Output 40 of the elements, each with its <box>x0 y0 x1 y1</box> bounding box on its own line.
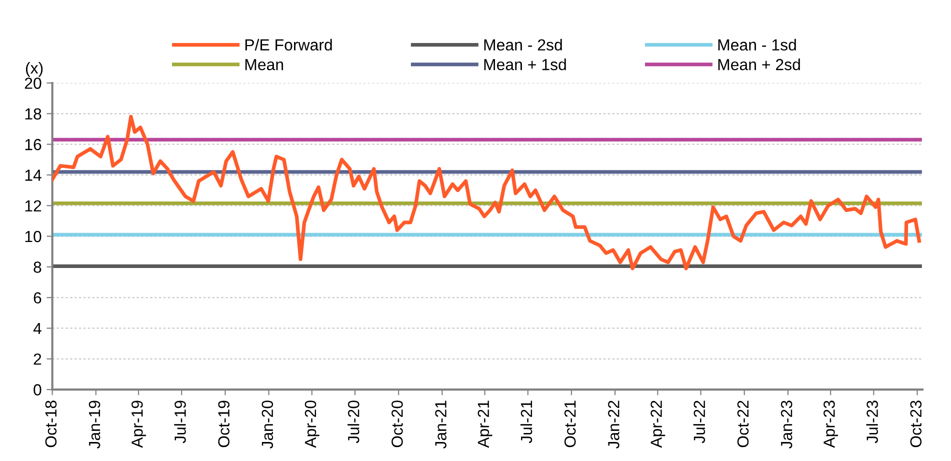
y-tick-label: 2 <box>34 354 42 365</box>
x-tick-label: Jan-19 <box>88 400 100 449</box>
x-tick-label: Oct-19 <box>218 400 230 448</box>
x-tick-label: Jul-22 <box>693 400 706 444</box>
x-tick-label: Oct-22 <box>737 400 749 448</box>
y-tick-label: 10 <box>25 230 42 242</box>
line-series <box>52 114 921 270</box>
y-tick-label: 18 <box>25 108 42 120</box>
x-tick-label: Apr-21 <box>478 400 492 448</box>
y-axis-title: (x) <box>26 62 43 77</box>
legend-label: Mean <box>245 59 284 70</box>
y-tick-label: 16 <box>25 138 42 150</box>
x-tick-label: Jan-22 <box>608 400 620 449</box>
legend-label: Mean - 2sd <box>484 38 562 51</box>
legend-label: Mean + 1sd <box>484 58 566 70</box>
x-tick-label: Apr-20 <box>304 400 320 448</box>
y-tick-label: 8 <box>34 262 42 273</box>
y-tick-label: 6 <box>34 292 42 304</box>
y-tick-label: 4 <box>33 323 42 334</box>
x-tick-label: Jul-20 <box>348 400 360 444</box>
x-tick-label: Jul-19 <box>174 400 186 444</box>
x-tick-label: Jan-23 <box>780 400 792 449</box>
x-tick-label: Oct-21 <box>564 400 576 448</box>
legend-label: Mean - 1sd <box>718 38 796 51</box>
legend-label: P/E Forward <box>245 38 332 51</box>
x-tick-label: Apr-22 <box>650 400 666 448</box>
x-tick-label: Jul-23 <box>866 400 878 444</box>
x-tick-label: Oct-18 <box>45 400 57 448</box>
legend-label: Mean + 2sd <box>718 58 800 70</box>
x-tick-label: Oct-23 <box>910 400 922 448</box>
x-tick-label: Apr-19 <box>131 400 146 448</box>
x-tick-label: Jul-21 <box>520 400 532 444</box>
x-tick-label: Jan-21 <box>435 400 446 449</box>
x-tick-label: Oct-20 <box>392 400 403 448</box>
y-tick-label: 12 <box>25 200 42 212</box>
x-tick-label: Apr-23 <box>824 400 838 448</box>
y-tick-label: 20 <box>24 78 42 89</box>
y-tick-label: 0 <box>34 384 42 396</box>
x-tick-label: Jan-20 <box>262 400 274 449</box>
y-tick-label: 14 <box>25 170 42 181</box>
